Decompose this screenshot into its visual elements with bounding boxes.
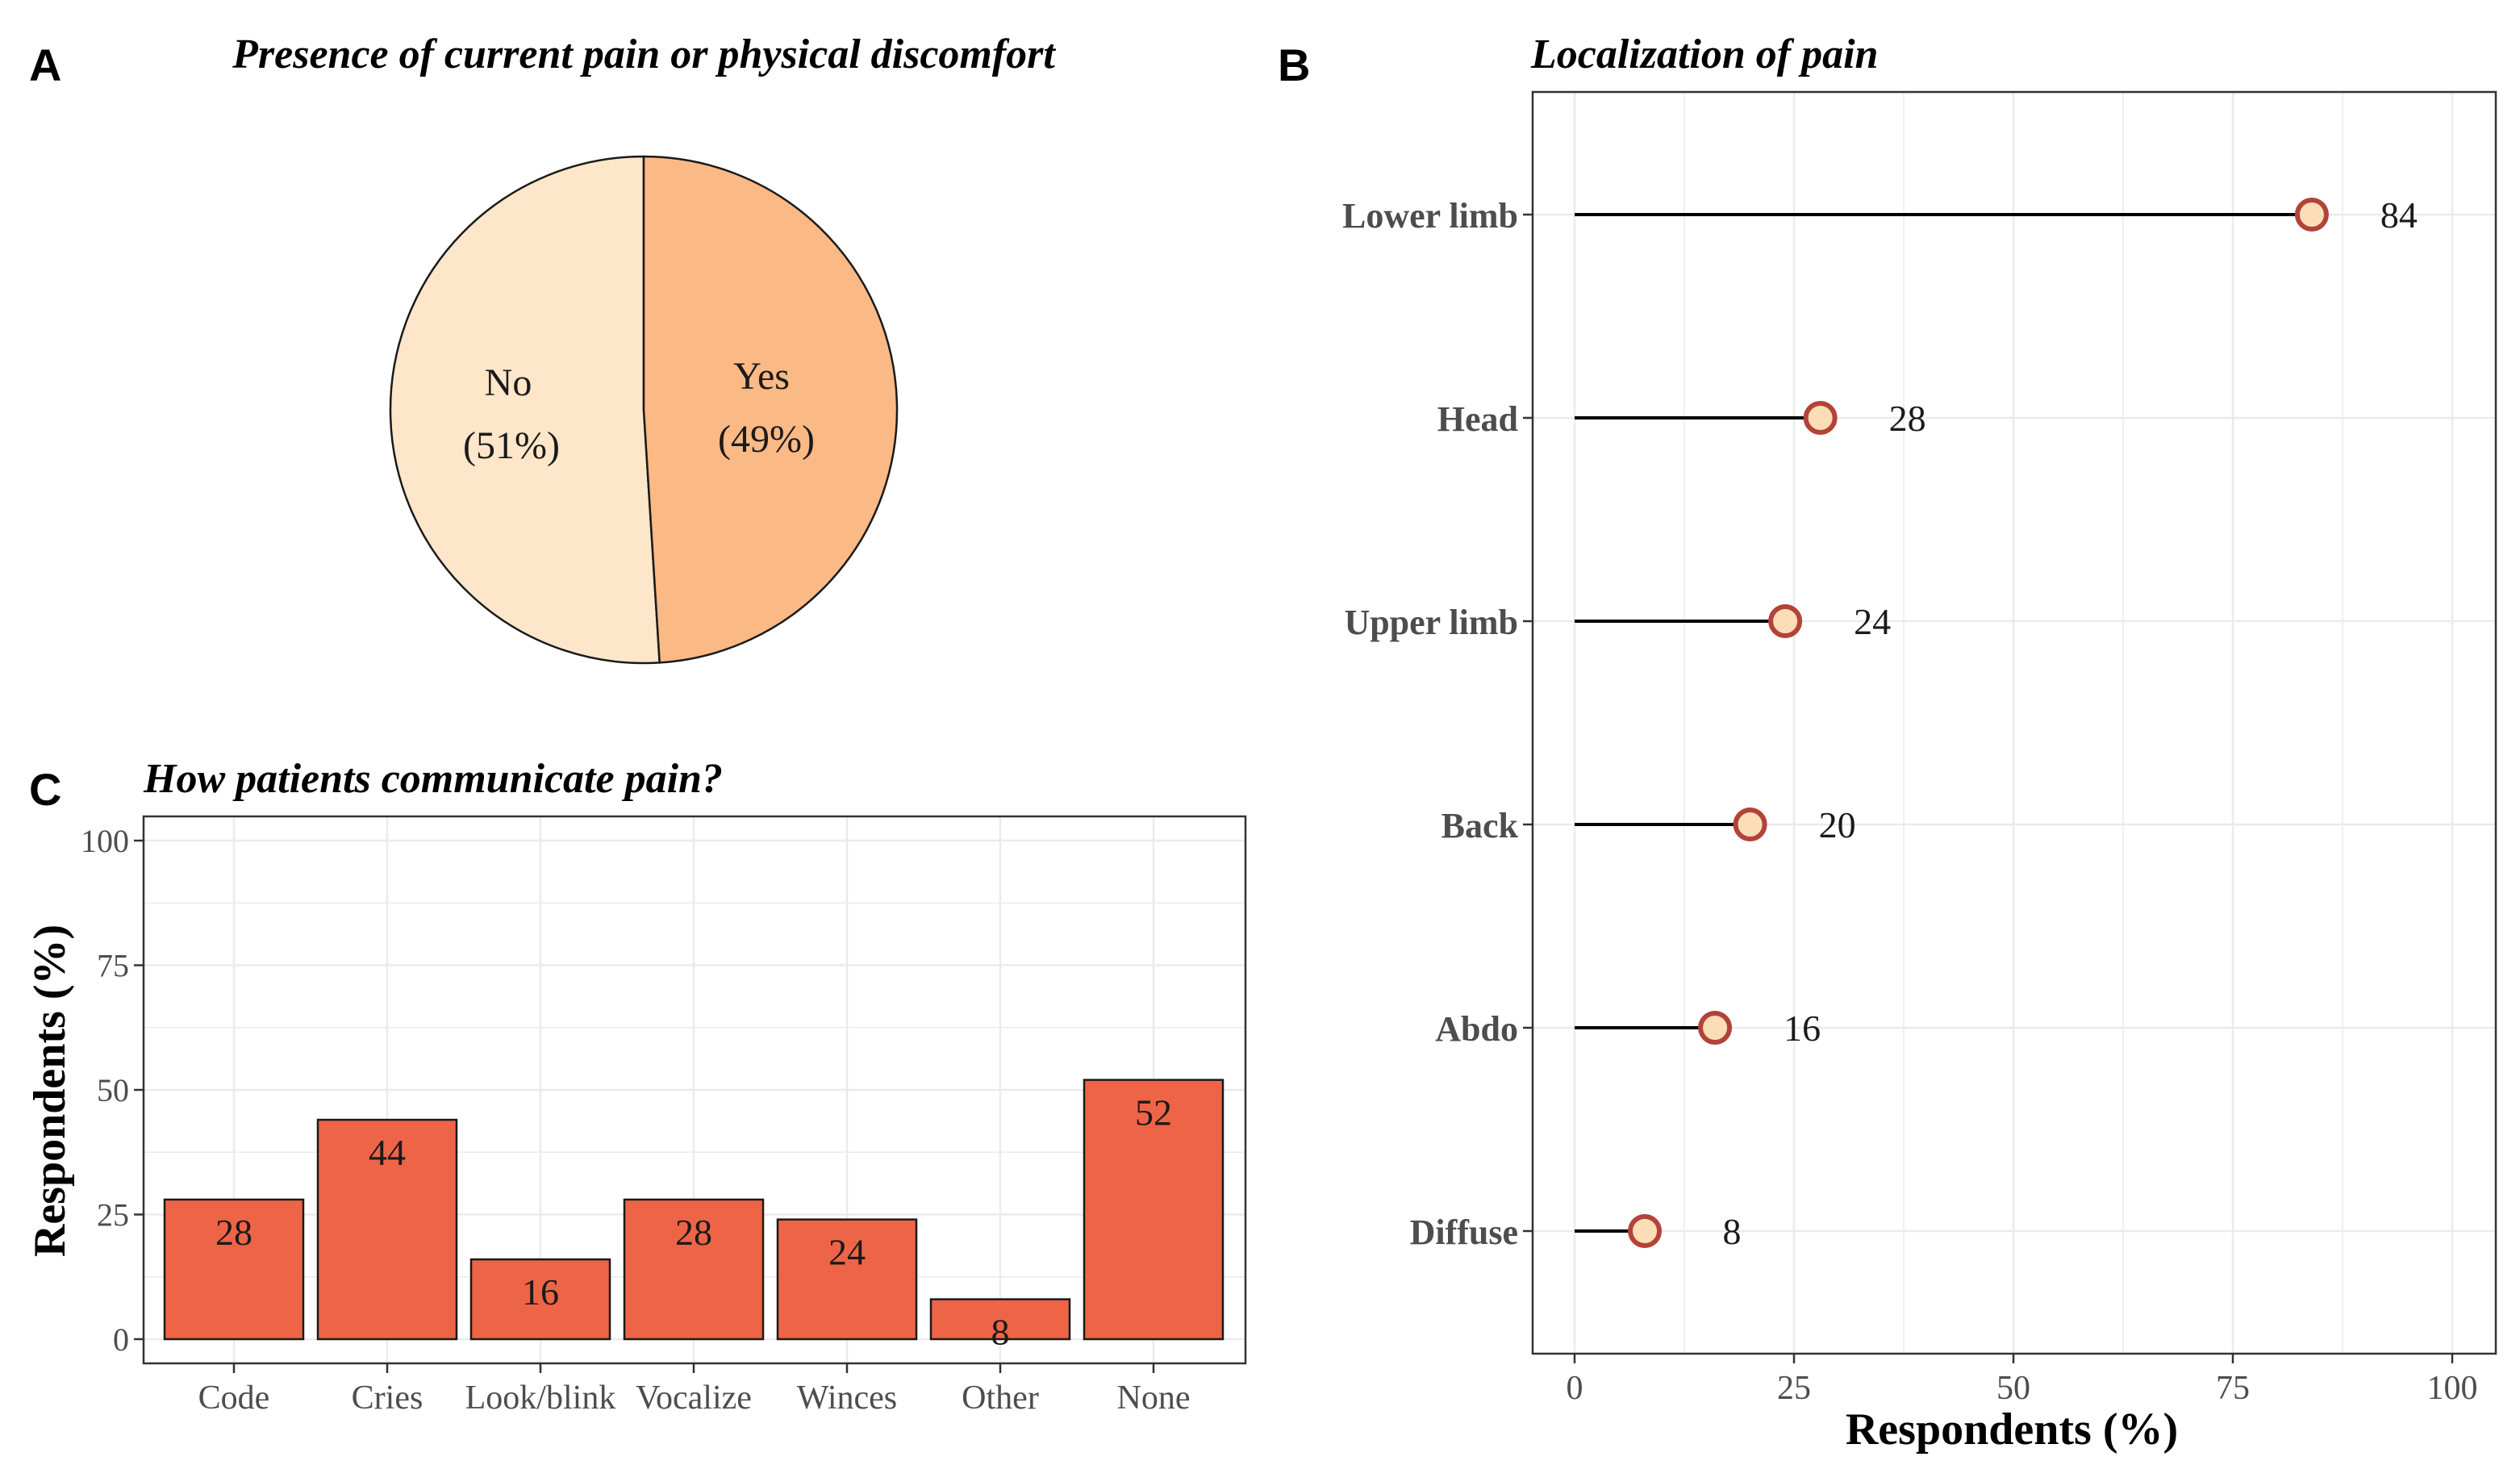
bar-category-label: Vocalize [636,1379,752,1417]
bar-marks: 28 44 16 28 24 8 52 [163,1079,1225,1353]
lollipop-dot [1803,401,1838,435]
bar-category-label: Code [198,1379,270,1417]
lollipop-category-label: Upper limb [1344,603,1518,642]
bar-value-label: 8 [991,1312,1010,1353]
lollipop-marks: 84 28 24 20 16 8 [1575,194,2418,1252]
pie-chart: No (51%) Yes (49%) [389,155,899,665]
panel-a: A Presence of current pain or physical d… [29,31,1056,665]
lollipop-dot [1768,604,1803,638]
bar-y-axis-title: Respondents (%) [25,924,75,1257]
bar-category-label: Winces [797,1379,897,1417]
bar-y-tick-label: 0 [113,1321,129,1358]
pie-slice-yes [642,155,899,664]
lollipop-category-label: Lower limb [1342,196,1518,236]
bar-y-tick-label: 50 [97,1072,129,1108]
pie-label-no: No [485,361,532,404]
lollipop-x-tick-label: 75 [2216,1370,2250,1407]
pie-pct-yes: (49%) [718,418,815,461]
panel-c-letter: C [29,764,61,815]
lollipop-x-tick-label: 50 [1996,1370,2030,1407]
bar-value-label: 28 [215,1212,252,1253]
bar-y-tick-label: 25 [97,1197,129,1233]
pie-label-yes: Yes [733,355,790,398]
bar [776,1218,918,1341]
bar [163,1198,305,1341]
lollipop-value-label: 28 [1889,398,1926,439]
lollipop-dot [1698,1011,1733,1045]
bar-category-label: Look/blink [465,1379,616,1417]
panel-b-title: Localization of pain [1530,31,1878,77]
lollipop-value-label: 8 [1723,1211,1742,1252]
bar [623,1198,765,1341]
lollipop-grid [1533,92,2496,1354]
panel-a-letter: A [29,40,61,90]
panel-c-title: How patients communicate pain? [143,756,723,802]
lollipop-x-tick-label: 100 [2427,1370,2478,1407]
lollipop-category-label: Back [1441,806,1519,845]
bar-category-label: Other [962,1379,1039,1417]
bar-y-tick-label: 75 [97,948,129,984]
bar [929,1298,1071,1341]
panel-b-letter: B [1278,40,1310,90]
bar-value-label: 16 [522,1271,559,1313]
bar-value-label: 44 [369,1132,406,1173]
lollipop-x-axis-title: Respondents (%) [1846,1404,2178,1455]
bar [316,1118,458,1341]
lollipop-category-label: Abdo [1435,1009,1518,1049]
lollipop-dot [2294,198,2329,232]
lollipop-x-tick-label: 25 [1777,1370,1811,1407]
lollipop-category-label: Diffuse [1410,1212,1518,1252]
bar [469,1258,611,1341]
panel-c: C How patients communicate pain? 2844162… [25,756,1247,1417]
panel-a-title: Presence of current pain or physical dis… [232,31,1056,77]
lollipop-value-label: 84 [2380,194,2418,236]
lollipop-dot [1733,808,1767,841]
lollipop-dot [1628,1214,1663,1248]
panel-b: B Localization of pain 84 28 24 20 16 8 Lower… [1278,31,2497,1455]
pie-slice-no [389,155,661,665]
bar [1083,1079,1225,1341]
bar-y-tick-label: 100 [81,823,129,859]
bar-category-label: None [1117,1379,1191,1417]
lollipop-value-label: 20 [1819,804,1856,845]
bar-value-label: 28 [675,1212,712,1253]
bar-category-label: Cries [352,1379,423,1417]
lollipop-axes: Lower limb Head Upper limb Back Abdo Diffuse 0… [1342,196,2477,1407]
bar-value-label: 52 [1135,1092,1172,1133]
pie-pct-no: (51%) [463,424,560,467]
lollipop-category-label: Head [1437,399,1518,439]
bar-value-label: 24 [828,1232,866,1273]
lollipop-value-label: 16 [1784,1008,1821,1049]
lollipop-value-label: 24 [1854,601,1891,642]
lollipop-x-tick-label: 0 [1567,1370,1583,1407]
bar-axes: 0 25 50 75 100 Code Cries Look/blink Vocalize Win… [81,823,1190,1417]
